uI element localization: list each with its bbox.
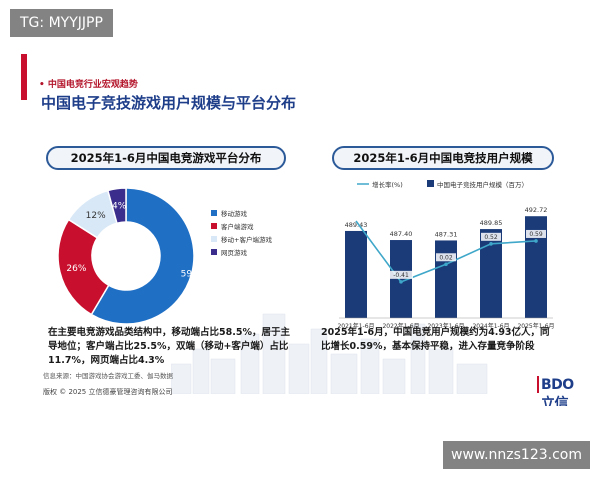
growth-rate-label: -0.41 (393, 272, 409, 279)
bar-value-label: 489.85 (480, 219, 503, 227)
pie-slice-label: 26% (66, 264, 86, 274)
bar (390, 240, 412, 318)
pie-slice-label: 4% (112, 201, 127, 211)
bar (480, 229, 502, 318)
legend-swatch (211, 223, 217, 229)
bar (345, 230, 367, 318)
legend-swatch (211, 249, 217, 255)
legend-label: 网页游戏 (221, 248, 248, 257)
watermark-top: TG: MYYJJPP (10, 9, 113, 37)
copyright-note: 版权 © 2025 立信德豪管理咨询有限公司 (43, 388, 173, 396)
bar-value-label: 487.31 (435, 230, 458, 238)
source-note: 信息来源：中国游戏协会游戏工委、伽马数据 (43, 372, 173, 380)
platform-distribution-panel: 2025年1-6月中国电竞游戏平台分布 59% 26% 12% 4% 移动游戏客户端游戏… (46, 146, 296, 346)
legend-swatch (211, 210, 217, 216)
pie-slice-label: 12% (86, 211, 106, 221)
bar-value-label: 489.43 (345, 221, 368, 229)
growth-rate-label: 0.59 (529, 231, 543, 238)
pie-slice-label: 59% (181, 270, 201, 280)
platform-distribution-note: 在主要电竞游戏品类结构中，移动端占比58.5%，居于主导地位；客户端占比25.5… (48, 327, 290, 366)
pie-slice (106, 187, 127, 225)
user-scale-heading: 2025年1-6月中国电竞技用户规模 (332, 146, 554, 170)
growth-rate-point (489, 242, 493, 246)
accent-bar (21, 54, 27, 100)
bar (435, 240, 457, 318)
legend-swatch (211, 236, 217, 242)
legend-label: 客户端游戏 (221, 222, 254, 231)
bdo-logo: BDO 立信 (541, 377, 574, 406)
bar-value-label: 492.72 (525, 206, 548, 214)
legend-bar-swatch (427, 180, 434, 187)
x-tick-label: 2021年1-6月 (337, 322, 374, 330)
pie-slice (90, 187, 195, 325)
brand-accent (537, 376, 539, 393)
growth-label-bg (481, 232, 501, 241)
bar-value-label: 487.40 (390, 230, 413, 238)
x-tick-label: 2024年1-6月 (472, 322, 509, 330)
growth-label-bg (436, 253, 456, 262)
platform-distribution-heading: 2025年1-6月中国电竞游戏平台分布 (46, 146, 286, 170)
growth-rate-point (399, 280, 403, 284)
legend-label: 移动游戏 (221, 209, 248, 218)
user-scale-bar-chart: 增长率(%) 中国电子竞技用户规模（百万） 489.43 2021年1-6月 487.4… (337, 180, 555, 330)
legend-label: 中国电子竞技用户规模（百万） (437, 180, 528, 189)
legend-label: 移动+客户端游戏 (221, 235, 272, 244)
section-kicker: • 中国电竞行业宏观趋势 (39, 80, 138, 90)
x-tick-label: 2025年1-6月 (517, 322, 554, 330)
growth-label-bg (389, 270, 413, 279)
growth-rate-point (444, 262, 448, 267)
x-tick-label: 2023年1-6月 (427, 322, 464, 330)
watermark-bottom: www.nnzs123.com (443, 441, 590, 469)
city-skyline-decoration (171, 313, 488, 394)
slide-title: 中国电子竞技游戏用户规模与平台分布 (41, 94, 297, 112)
growth-rate-label: 0.52 (484, 234, 498, 241)
growth-label-bg (526, 229, 546, 238)
legend-label: 增长率(%) (372, 180, 403, 189)
user-scale-note: 2025年1-6月，中国电竞用户规模约为4.93亿人，同比增长0.59%，基本保… (321, 327, 550, 352)
slide: • 中国电竞行业宏观趋势 中国电子竞技游戏用户规模与平台分布 2025年1-6月… (21, 54, 587, 406)
user-scale-panel: 2025年1-6月中国电竞技用户规模 增长率(%) 中国电子竞技用户规模（百万） 4… (317, 146, 569, 346)
growth-rate-label: 0.02 (439, 254, 453, 261)
growth-rate-point (534, 239, 538, 243)
x-tick-label: 2022年1-6月 (382, 322, 419, 330)
